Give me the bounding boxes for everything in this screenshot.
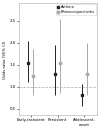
- Y-axis label: Odds ratio (95% CI): Odds ratio (95% CI): [4, 40, 8, 79]
- Legend: Asthma, Rhinoconjunctivitis: Asthma, Rhinoconjunctivitis: [56, 4, 96, 15]
